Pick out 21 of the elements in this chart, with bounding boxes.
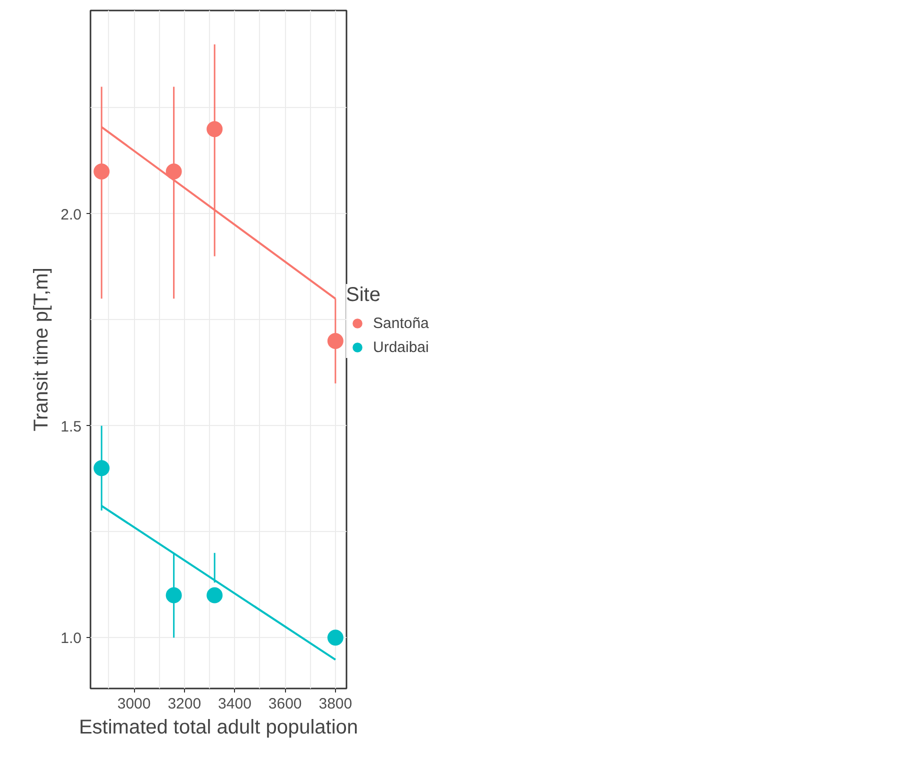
point — [206, 121, 223, 138]
x-tick-label: 3800 — [318, 696, 352, 712]
point — [166, 587, 182, 604]
point — [166, 164, 182, 180]
point — [327, 333, 344, 350]
y-tick-label: 1.0 — [60, 630, 82, 648]
x-tick-label: 3200 — [168, 696, 202, 712]
y-tick-label: 1.5 — [60, 418, 82, 436]
point — [94, 460, 110, 476]
point — [94, 164, 110, 180]
x-axis-title: Estimated total adult population — [78, 716, 358, 738]
legend-title: Site — [346, 284, 382, 307]
x-tick-label: 3600 — [268, 696, 302, 712]
point — [327, 630, 344, 646]
y-axis-title: Transit time p[T,m] — [30, 268, 53, 432]
point — [206, 587, 223, 604]
legend-label: Urdaibai — [373, 338, 429, 356]
x-tick-label: 3000 — [117, 696, 151, 712]
x-tick-label: 3400 — [218, 696, 252, 712]
legend-label: Santoña — [373, 314, 429, 332]
y-tick-label: 2.0 — [60, 206, 82, 224]
